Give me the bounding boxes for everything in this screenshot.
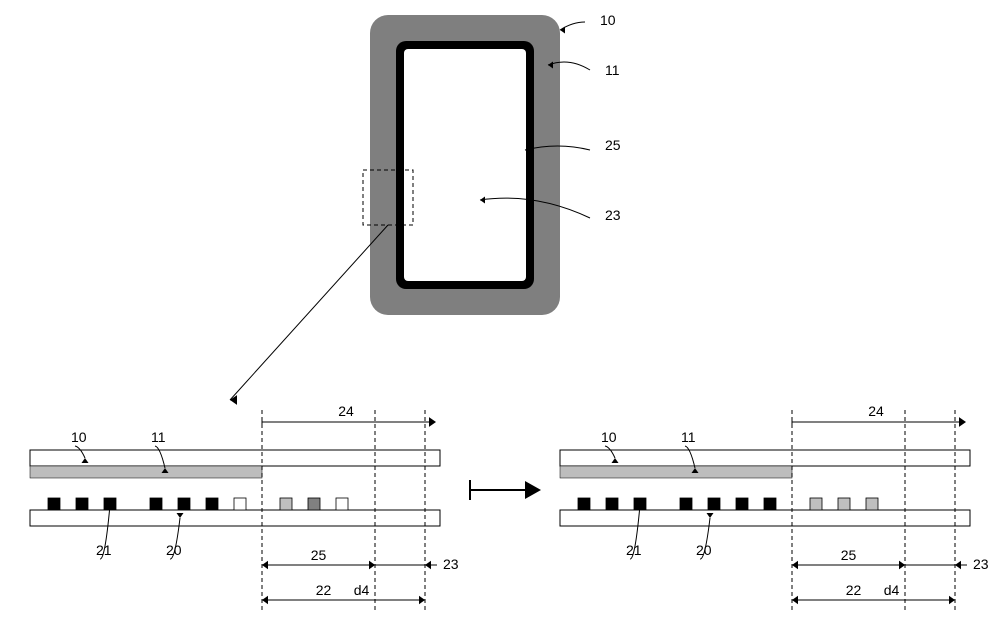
dim-d4: d4	[884, 582, 900, 598]
frame-layer	[560, 466, 792, 478]
pixel-6	[234, 498, 246, 510]
pixel-6	[764, 498, 776, 510]
dim-25: 25	[841, 547, 857, 563]
top-substrate	[560, 450, 970, 466]
ref-label-20: 20	[696, 542, 712, 558]
ref-label-21: 21	[626, 542, 642, 558]
bottom-substrate	[560, 510, 970, 526]
pixel-8	[838, 498, 850, 510]
ref-label-11: 11	[605, 62, 620, 78]
pixel-3	[680, 498, 692, 510]
pixel-0	[578, 498, 590, 510]
ref-label-11: 11	[151, 429, 166, 445]
pixel-5	[206, 498, 218, 510]
pixel-1	[606, 498, 618, 510]
transition-arrow	[470, 480, 541, 500]
top-substrate	[30, 450, 440, 466]
device-top-view: 10 11 25 23	[230, 12, 621, 405]
pixel-4	[178, 498, 190, 510]
dim-23: 23	[973, 556, 989, 572]
ref-label-20: 20	[166, 542, 182, 558]
ref-label-10: 10	[600, 12, 616, 28]
ref-label-21: 21	[96, 542, 112, 558]
cross-section-left: 24 25 23 22 d4 10 11 21 20	[30, 403, 459, 610]
dim-23: 23	[443, 556, 459, 572]
pixel-0	[48, 498, 60, 510]
dim-24: 24	[868, 403, 884, 419]
ref-label-10: 10	[601, 429, 617, 445]
pixel-3	[150, 498, 162, 510]
pixel-5	[736, 498, 748, 510]
dim-24: 24	[338, 403, 354, 419]
cross-section-right: 24 25 23 22 d4 10 11 21 20	[560, 403, 989, 610]
pixel-1	[76, 498, 88, 510]
pixel-8	[308, 498, 320, 510]
bottom-substrate	[30, 510, 440, 526]
frame-layer	[30, 466, 262, 478]
pixel-7	[810, 498, 822, 510]
pixel-4	[708, 498, 720, 510]
ref-label-25: 25	[605, 137, 621, 153]
dim-22: 22	[846, 582, 862, 598]
dim-22: 22	[316, 582, 332, 598]
pixel-9	[336, 498, 348, 510]
pixel-7	[280, 498, 292, 510]
pixel-9	[866, 498, 878, 510]
ref-label-10: 10	[71, 429, 87, 445]
ref-label-11: 11	[681, 429, 696, 445]
ref-label-23: 23	[605, 207, 621, 223]
dim-25: 25	[311, 547, 327, 563]
dim-d4: d4	[354, 582, 370, 598]
